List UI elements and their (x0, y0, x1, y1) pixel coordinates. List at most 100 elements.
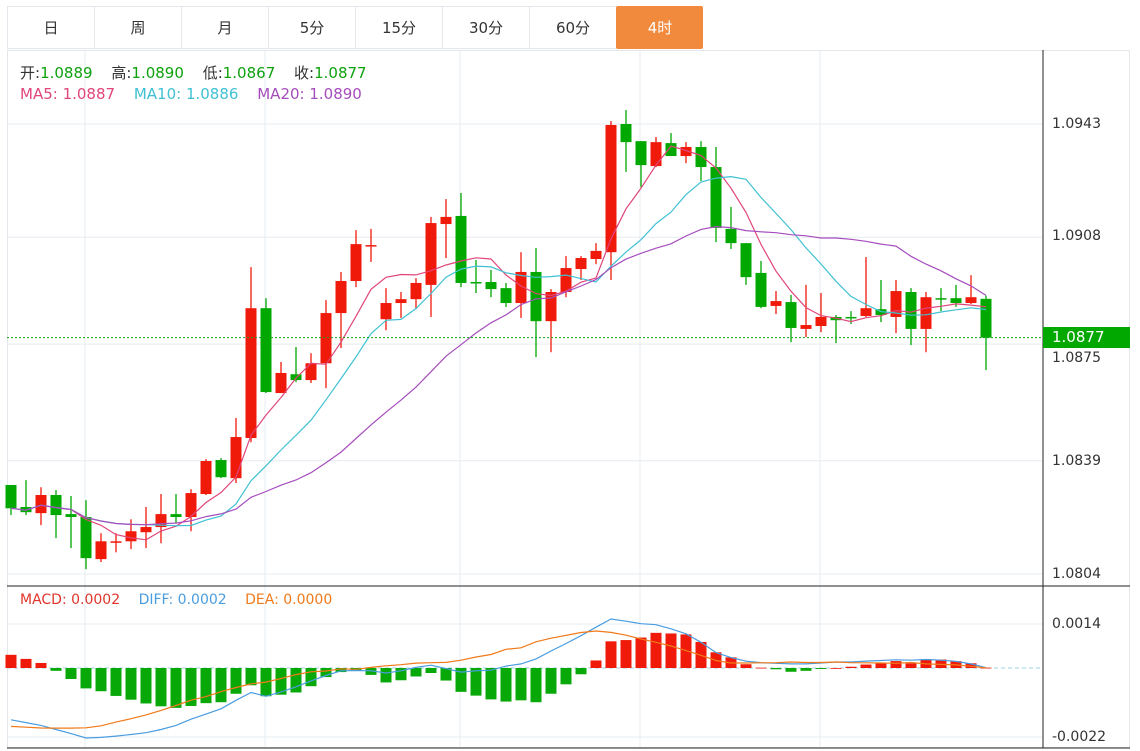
candle-body (650, 142, 662, 167)
macd-bar (5, 654, 17, 668)
macd-bar (830, 668, 842, 669)
macd-bar (35, 662, 47, 668)
candle (860, 257, 872, 317)
candle (530, 247, 542, 358)
macd-bar (530, 668, 542, 703)
candle-body (965, 297, 977, 304)
candle-body (785, 302, 797, 328)
tab-15min[interactable]: 15分 (355, 6, 442, 49)
candle (545, 289, 557, 353)
candle (245, 267, 257, 443)
ma10-line (10, 175, 987, 527)
tab-month[interactable]: 月 (181, 6, 268, 49)
candle (350, 230, 362, 288)
macd-bar (425, 668, 437, 674)
candle-body (125, 531, 137, 542)
open-value: 1.0889 (40, 64, 93, 82)
candle (620, 110, 632, 172)
macd-bar (455, 668, 467, 692)
macd-bar (770, 668, 782, 670)
high-label: 高: (111, 64, 132, 82)
tab-60min[interactable]: 60分 (529, 6, 616, 49)
candle (95, 533, 107, 563)
macd-bar (860, 664, 872, 668)
macd-bar (245, 668, 257, 686)
candle (200, 459, 212, 496)
macd-bar (515, 668, 527, 701)
candle-body (905, 292, 917, 329)
macd-bar (740, 664, 752, 668)
candle-body (680, 146, 692, 157)
candle-body (470, 281, 482, 284)
candle-body (725, 228, 737, 244)
candle (410, 278, 422, 310)
candle (275, 361, 287, 394)
low-label: 低: (202, 64, 223, 82)
candle-body (500, 288, 512, 304)
macd-bar (545, 668, 557, 694)
candle (650, 136, 662, 168)
ma20-line (10, 225, 987, 526)
candle-body (230, 437, 242, 479)
candle (560, 256, 572, 298)
macd-bar (935, 659, 947, 668)
candle (980, 295, 992, 371)
candle-body (860, 308, 872, 316)
macd-bar (140, 668, 152, 704)
candle (455, 192, 467, 288)
candle (905, 288, 917, 346)
macd-panel (5, 618, 1043, 739)
candle (815, 292, 827, 333)
candle (230, 417, 242, 484)
price-tick: 1.0804 (1052, 566, 1101, 582)
candle (155, 494, 167, 544)
candle (590, 243, 602, 265)
candle-body (380, 303, 392, 320)
tab-30min[interactable]: 30分 (442, 6, 529, 49)
candle-body (395, 299, 407, 304)
macd-bar (845, 666, 857, 668)
price-tick: 1.0943 (1052, 116, 1101, 132)
timeframe-tabs: 日 周 月 5分 15分 30分 60分 4时 (7, 6, 703, 50)
current-price-tag: 1.0877 (1043, 327, 1130, 348)
candlesticks (5, 110, 992, 570)
macd-bar (410, 668, 422, 677)
candle-body (155, 514, 167, 528)
candle (305, 353, 317, 383)
price-tick: 1.0875 (1052, 350, 1101, 366)
high-value: 1.0890 (131, 64, 184, 82)
grid-lines (7, 50, 1043, 748)
candle-body (620, 124, 632, 143)
tab-4hour[interactable]: 4时 (616, 6, 703, 49)
tab-week[interactable]: 周 (94, 6, 181, 49)
macd-bar (230, 668, 242, 694)
diff-value: DIFF: 0.0002 (138, 592, 227, 608)
macd-bar (395, 668, 407, 681)
dea-line (10, 630, 987, 729)
candle (755, 260, 767, 309)
tab-day[interactable]: 日 (7, 6, 94, 49)
candle-body (65, 514, 77, 518)
candle-body (305, 363, 317, 381)
candle-body (350, 244, 362, 282)
macd-bar (470, 668, 482, 696)
ma10-value: MA10: 1.0886 (133, 85, 239, 103)
macd-bar (605, 641, 617, 668)
ma20-value: MA20: 1.0890 (257, 85, 362, 103)
candle-body (35, 495, 47, 514)
macd-tick: -0.0022 (1052, 729, 1107, 745)
macd-bar (650, 632, 662, 668)
candle (740, 243, 752, 285)
price-tick: 1.0839 (1052, 453, 1101, 469)
candle-body (545, 292, 557, 322)
candle (950, 284, 962, 307)
macd-bar (305, 668, 317, 687)
candle-body (515, 271, 527, 304)
tab-5min[interactable]: 5分 (268, 6, 355, 49)
candle (215, 458, 227, 479)
macd-bar (185, 668, 197, 706)
candle-body (110, 541, 122, 543)
candle (320, 300, 332, 389)
candle (605, 121, 617, 281)
